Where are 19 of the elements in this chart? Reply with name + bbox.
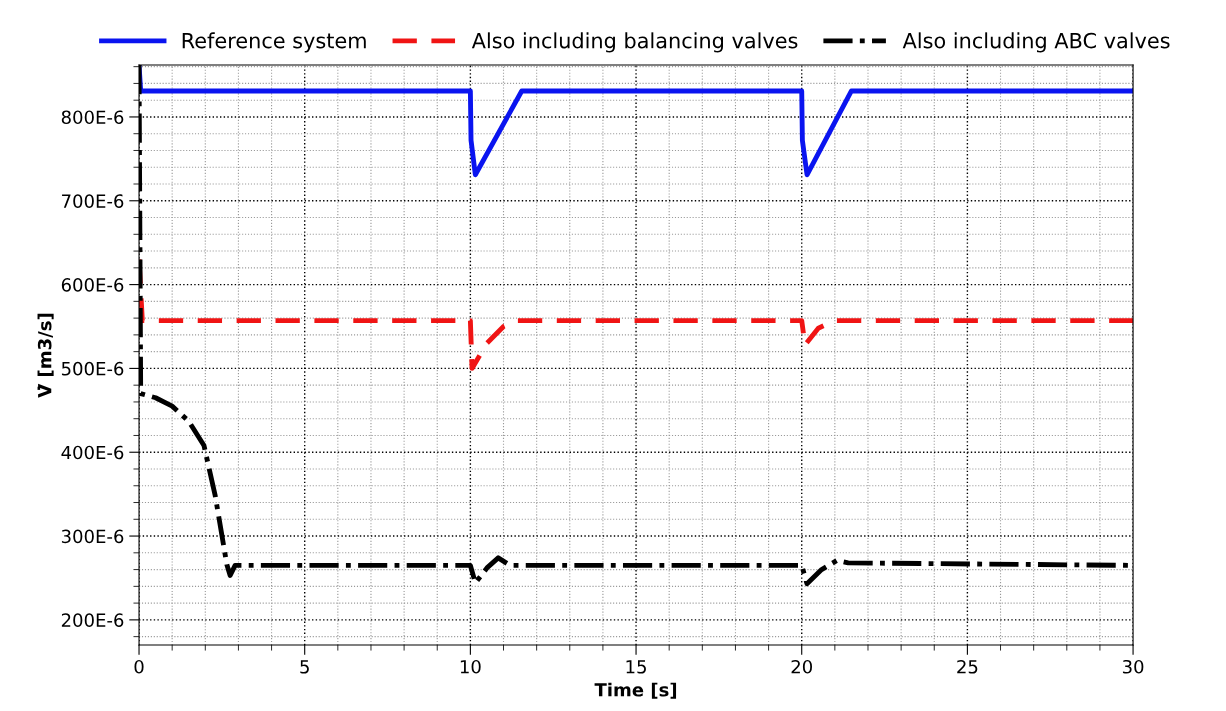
x-tick-label: 15 bbox=[626, 660, 646, 674]
legend-label: Also including balancing valves bbox=[471, 32, 798, 53]
y-axis-title: V̇ [m3/s] bbox=[37, 313, 54, 398]
y-tick-label: 600E-6 bbox=[61, 278, 124, 292]
x-tick-label: 25 bbox=[957, 659, 978, 674]
y-tick-label: 500E-6 bbox=[61, 361, 124, 376]
x-tick-label: 20 bbox=[791, 659, 813, 674]
y-tick-label: 400E-6 bbox=[61, 445, 124, 460]
x-axis-title: Time [s] bbox=[594, 682, 677, 699]
x-tick-label: 5 bbox=[300, 660, 309, 674]
y-tick-label: 300E-6 bbox=[61, 529, 124, 544]
x-tick-label: 30 bbox=[1122, 659, 1144, 674]
legend-label: Also including ABC valves bbox=[902, 32, 1170, 53]
x-tick-label: 0 bbox=[134, 659, 144, 674]
legend-label: Reference system bbox=[182, 32, 366, 53]
x-tick-label: 10 bbox=[460, 659, 481, 674]
y-tick-label: 200E-6 bbox=[61, 613, 124, 627]
y-tick-label: 800E-6 bbox=[61, 110, 124, 125]
y-tick-label: 700E-6 bbox=[62, 194, 124, 208]
